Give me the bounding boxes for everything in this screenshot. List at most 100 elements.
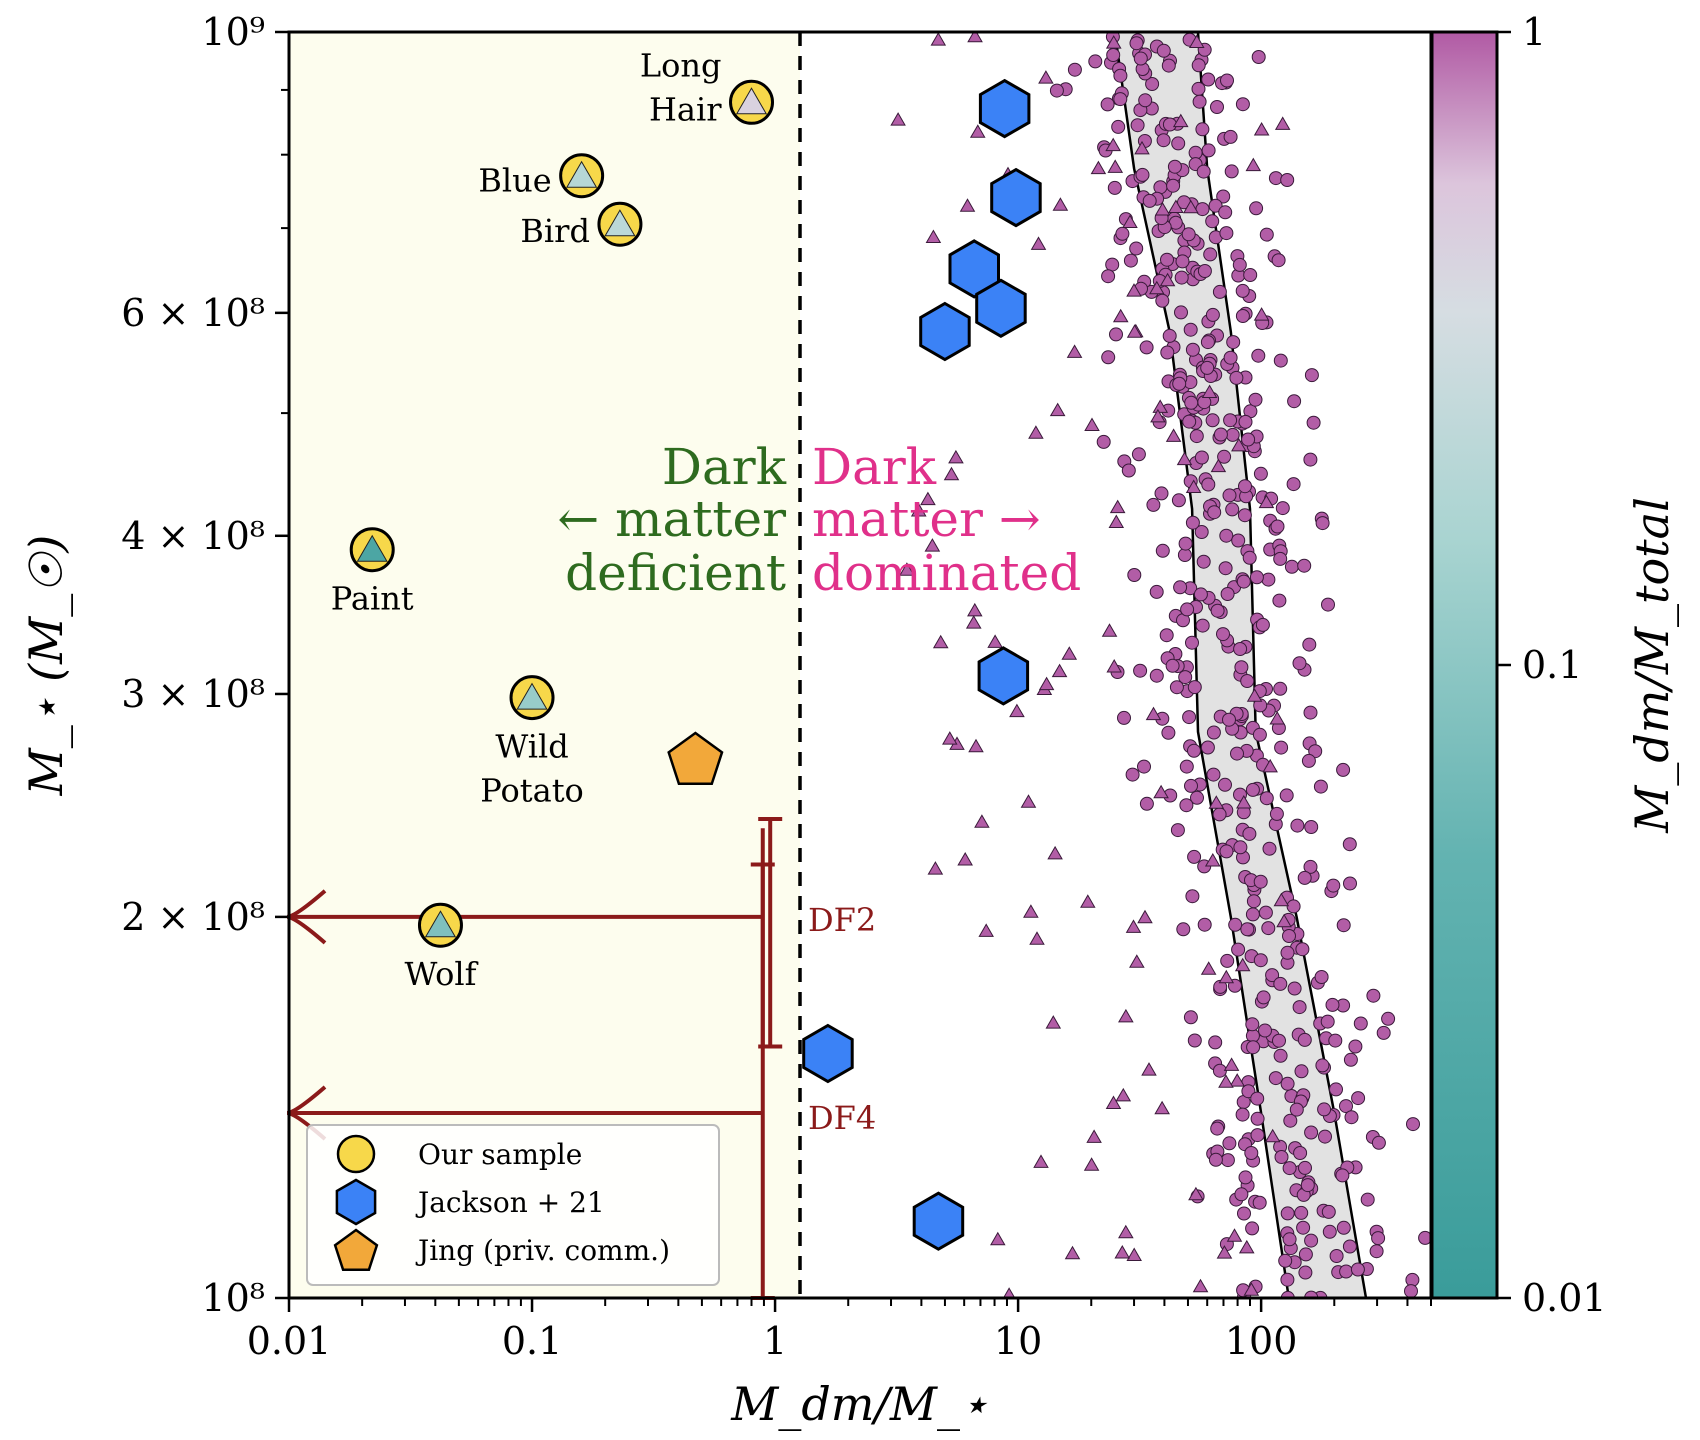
sim-triangle: [959, 198, 976, 212]
galaxy-label: Potato: [480, 772, 584, 810]
sim-triangle: [1216, 1245, 1233, 1259]
sim-triangle: [925, 229, 942, 243]
sim-point: [1139, 796, 1154, 811]
sim-point: [1371, 1135, 1386, 1150]
sim-triangle: [1061, 646, 1078, 660]
sim-point: [1174, 305, 1188, 320]
y-tick-label: 3 × 10⁸: [121, 672, 265, 716]
sim-point: [1406, 1117, 1420, 1132]
sim-triangle: [1083, 1157, 1100, 1171]
sim-point: [1342, 837, 1357, 852]
region-label-dominated-line3: dominated: [812, 544, 1081, 602]
our-sample-triangle: [604, 209, 636, 237]
sim-point: [1228, 917, 1243, 932]
sim-point: [1238, 1170, 1253, 1185]
sim-point: [1321, 1204, 1336, 1219]
sim-point: [1222, 712, 1236, 727]
sim-point: [1167, 159, 1182, 174]
sim-point: [1230, 746, 1244, 761]
sim-point: [1207, 505, 1222, 520]
sim-point: [1175, 254, 1190, 269]
jackson-marker: [919, 301, 971, 362]
sim-point: [1235, 1107, 1250, 1122]
our-sample-triangle: [356, 534, 388, 562]
sim-point: [1351, 1091, 1366, 1106]
sim-point: [1156, 133, 1171, 148]
sim-point: [1404, 1284, 1418, 1298]
sim-point: [1208, 198, 1223, 213]
sim-triangle: [968, 738, 984, 753]
jackson-marker: [975, 278, 1027, 339]
galaxy-label: Paint: [331, 580, 414, 618]
sim-triangle: [1125, 919, 1142, 933]
sim-point: [1192, 94, 1207, 109]
sim-point: [1200, 335, 1215, 350]
sim-point: [1049, 83, 1064, 98]
sim-point: [1233, 642, 1248, 656]
sim-point: [1268, 1071, 1283, 1086]
sim-point: [1219, 226, 1234, 241]
sim-point: [1200, 360, 1215, 375]
df-label: DF2: [808, 901, 876, 939]
sim-point: [1218, 777, 1232, 792]
sim-point: [1137, 759, 1151, 774]
sim-point: [1197, 917, 1212, 932]
sim-point: [1284, 559, 1299, 574]
sim-point: [1268, 171, 1283, 186]
sim-point: [1265, 968, 1280, 983]
sim-triangle: [1150, 408, 1166, 423]
sim-point: [1194, 450, 1209, 465]
sim-point: [1139, 340, 1154, 355]
sim-point: [1235, 97, 1250, 112]
sim-triangle: [1107, 159, 1124, 173]
sim-triangle: [1231, 437, 1247, 452]
jackson-marker: [978, 78, 1031, 139]
sim-triangle: [1109, 499, 1126, 514]
sim-triangle: [957, 852, 973, 866]
sim-point: [1251, 348, 1266, 363]
sim-point: [1269, 806, 1284, 821]
sim-point: [1273, 353, 1288, 368]
sim-point: [1231, 942, 1246, 957]
sim-point: [1344, 1110, 1359, 1125]
sim-triangle: [1253, 122, 1270, 136]
sim-triangle: [1223, 1057, 1240, 1071]
sim-point: [1185, 342, 1200, 357]
sim-point: [1308, 744, 1323, 759]
sim-point: [1101, 350, 1116, 365]
colorbar-tick-label: 1: [1522, 10, 1546, 54]
sim-triangle: [1276, 913, 1292, 928]
sim-triangle: [1269, 710, 1285, 725]
sim-point: [1320, 1014, 1335, 1029]
sim-triangle: [927, 861, 944, 875]
sim-triangle: [978, 923, 994, 937]
sim-point: [1161, 725, 1176, 740]
sim-point: [1243, 268, 1258, 282]
galaxy-label: Hair: [649, 90, 722, 128]
sim-point: [1145, 77, 1160, 91]
sim-point: [1261, 921, 1276, 936]
sim-point: [1135, 167, 1150, 182]
sim-point: [1250, 1128, 1265, 1143]
sim-point: [1250, 1091, 1265, 1106]
sim-point: [1185, 635, 1199, 650]
sim-point: [1106, 48, 1121, 62]
sim-point: [1235, 309, 1250, 323]
sim-point: [1240, 674, 1255, 688]
sim-point: [1293, 1146, 1308, 1160]
sim-point: [1328, 1033, 1343, 1048]
jackson-marker: [948, 239, 1000, 299]
sim-point: [1278, 1253, 1293, 1268]
sim-triangle: [1108, 514, 1125, 528]
sim-point: [1245, 782, 1260, 797]
sim-point: [1258, 905, 1273, 920]
sim-point: [1149, 584, 1164, 599]
sim-triangle: [1154, 202, 1171, 216]
sim-triangle: [1134, 140, 1150, 155]
sim-triangle: [1038, 676, 1055, 691]
sim-triangle: [910, 503, 927, 517]
sim-point: [1273, 1048, 1288, 1063]
sim-point: [1259, 227, 1274, 242]
sim-point: [1255, 617, 1270, 632]
sim-triangle: [965, 615, 982, 629]
